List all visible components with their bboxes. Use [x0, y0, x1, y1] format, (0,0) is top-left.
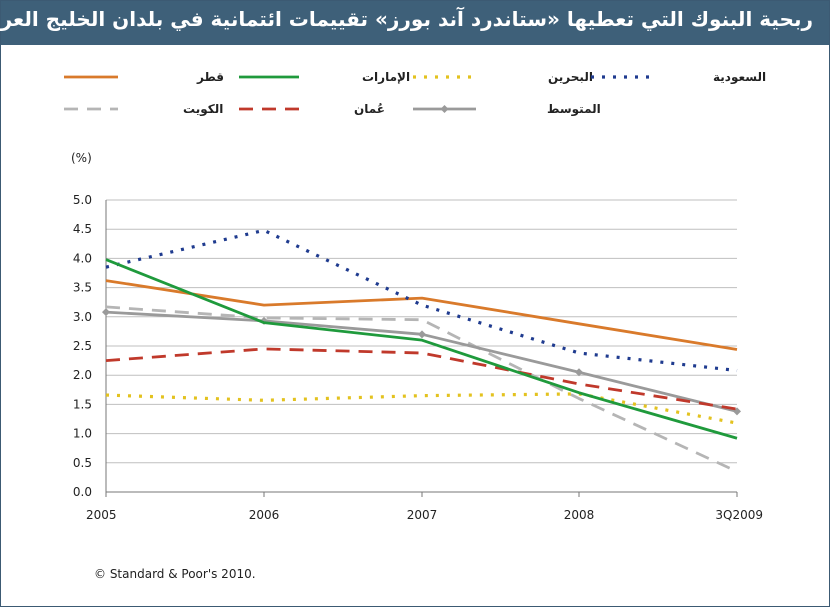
y-tick-label: 4.5: [73, 222, 92, 236]
legend-label: الإمارات: [362, 70, 410, 84]
series-line-1: [105, 258, 738, 440]
legend: قطر الإمارات البحرين السعودية الكويت عُمان الم…: [64, 70, 766, 117]
series-line-5: [105, 347, 738, 411]
x-tick-label: 2006: [249, 508, 280, 522]
y-tick-label: 2.0: [73, 368, 92, 382]
y-tick-label: 3.0: [73, 310, 92, 324]
line-chart: قطر الإمارات البحرين السعودية الكويت عُمان الم…: [64, 70, 766, 522]
series-group: [102, 228, 741, 473]
y-tick-label: 5.0: [73, 193, 92, 207]
chart-title: ربحية البنوك التي تعطيها «ستاندرد آند بو…: [0, 7, 813, 31]
series-marker: [418, 330, 426, 339]
y-tick-label: 2.5: [73, 339, 92, 353]
legend-label: عُمان: [354, 102, 385, 116]
y-axis-label: (%): [71, 151, 92, 165]
series-line-3: [105, 228, 738, 373]
series-line-6: [105, 310, 738, 413]
legend-label: الكويت: [183, 102, 223, 117]
x-tick-label: 3Q2009: [715, 508, 763, 522]
y-tick-label: 0.0: [73, 485, 92, 499]
legend-label: المتوسط: [547, 102, 601, 117]
series-line-2: [105, 392, 738, 425]
axes: 0.0 0.5 1.0 1.5 2.0 2.5 3.0 3.5 4.0 4.5 5.0 (%) 2005…: [71, 151, 763, 522]
x-tick-label: 2005: [86, 508, 117, 522]
x-tick-label: 2007: [407, 508, 438, 522]
legend-marker: [440, 105, 449, 113]
x-tick-label: 2008: [564, 508, 595, 522]
y-tick-label: 0.5: [73, 456, 92, 470]
series-line-4: [105, 305, 738, 473]
title-bar: ربحية البنوك التي تعطيها «ستاندرد آند بو…: [0, 1, 829, 45]
y-tick-label: 1.0: [73, 427, 92, 441]
series-line-0: [105, 279, 738, 351]
y-tick-label: 4.0: [73, 251, 92, 265]
copyright-note: © Standard & Poor's 2010.: [94, 567, 256, 581]
y-tick-label: 1.5: [73, 397, 92, 411]
grid: [106, 199, 737, 493]
series-marker: [102, 308, 110, 317]
legend-label: البحرين: [548, 70, 593, 84]
legend-label: السعودية: [713, 70, 766, 85]
series-marker: [575, 368, 583, 377]
legend-label: قطر: [196, 70, 224, 84]
y-tick-label: 3.5: [73, 281, 92, 295]
